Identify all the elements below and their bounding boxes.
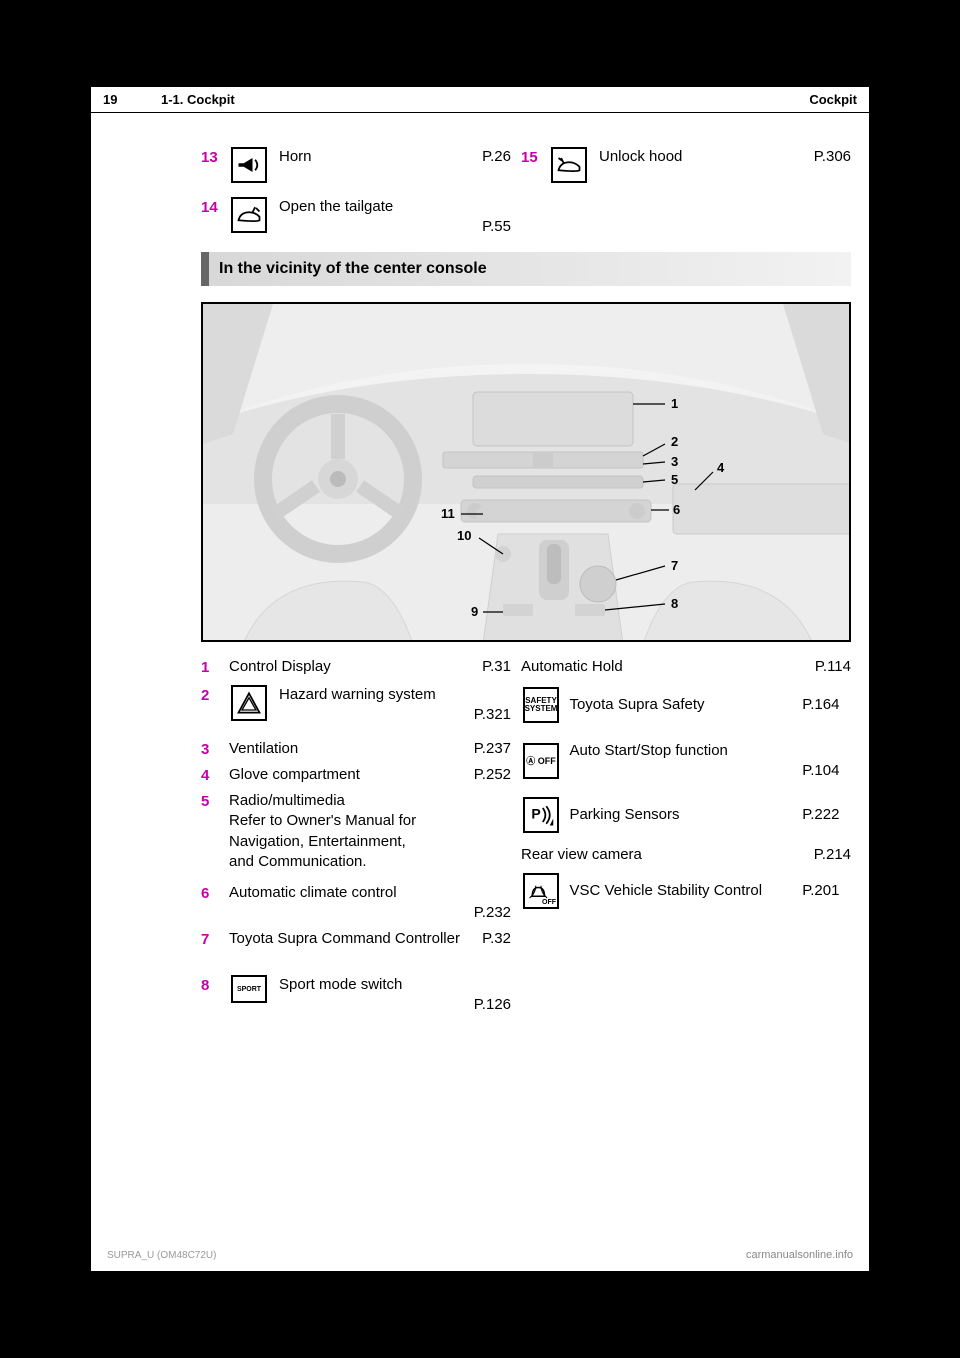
- item-number: 13: [201, 147, 223, 166]
- callout-5: 5: [671, 472, 678, 487]
- item-text: Control Display P.31: [229, 657, 511, 677]
- hood-icon: [551, 147, 587, 183]
- item-number: 15: [521, 147, 543, 166]
- page-ref: P.126: [279, 995, 511, 1015]
- page-number: 19: [103, 92, 117, 107]
- list-item-8: 8 SPORT Sport mode switch P.126: [201, 975, 511, 1016]
- safety-system-icon: SAFETY SYSTEM: [523, 687, 559, 723]
- callout-7: 7: [671, 558, 678, 573]
- sport-mode-icon: SPORT: [231, 975, 267, 1003]
- center-console-figure: 1 2 3 4 5 6 7 8 9 10 11: [201, 302, 851, 642]
- item-text: Radio/multimedia Refer to Owner's Manual…: [229, 791, 511, 872]
- page-title: Cockpit: [809, 92, 857, 107]
- page-ref: P.237: [474, 739, 511, 759]
- list-item-1: 1 Control Display P.31: [201, 657, 511, 677]
- callout-11: 11: [441, 506, 455, 521]
- item-15: 15 Unlock hood P.306: [521, 147, 851, 183]
- callout-4: 4: [717, 460, 725, 475]
- list-item-5: 5 Radio/multimedia Refer to Owner's Manu…: [201, 791, 511, 872]
- figure-svg: 1 2 3 4 5 6 7 8 9 10 11: [203, 304, 851, 642]
- horn-svg: [235, 151, 263, 179]
- item-text: Horn P.26: [279, 147, 511, 167]
- page: 19 1-1. Cockpit Cockpit 13 Horn P.26 14: [91, 87, 869, 1271]
- cont-item-safety: SAFETY SYSTEM Toyota Supra Safety P.164: [521, 687, 851, 723]
- page-ref: P.55: [279, 217, 511, 237]
- cont-item-parking: P Parking Sensors P.222: [521, 797, 851, 833]
- item-number: 14: [201, 197, 223, 216]
- item-14: 14 Open the tailgate P.55: [201, 197, 511, 238]
- page-ref: P.214: [814, 845, 851, 865]
- tailgate-icon: [231, 197, 267, 233]
- cont-item-vsc: OFF VSC Vehicle Stability Control P.201: [521, 873, 851, 909]
- page-ref: P.104: [569, 761, 839, 781]
- list-item-7: 7 Toyota Supra Command Controller P.32: [201, 929, 511, 949]
- page-ref: P.306: [814, 147, 851, 167]
- list-item-6: 6 Automatic climate control P.232: [201, 883, 511, 924]
- callout-9: 9: [471, 604, 478, 619]
- cont-item-rear-camera: Rear view camera P.214: [521, 845, 851, 865]
- page-ref: P.222: [802, 805, 839, 825]
- callout-10: 10: [457, 528, 471, 543]
- svg-text:P: P: [531, 806, 540, 822]
- page-ref: P.31: [482, 657, 511, 677]
- hood-svg: [555, 151, 583, 179]
- section-heading: In the vicinity of the center console: [201, 252, 851, 286]
- list-item-4: 4 Glove compartment P.252: [201, 765, 511, 785]
- page-ref: P.232: [229, 903, 511, 923]
- cont-item-auto-hold: Automatic Hold P.114: [521, 657, 851, 677]
- page-ref: P.252: [474, 765, 511, 785]
- item-13: 13 Horn P.26: [201, 147, 511, 183]
- item-text: Unlock hood P.306: [599, 147, 851, 167]
- header-rule: [91, 112, 869, 113]
- callout-1: 1: [671, 396, 678, 411]
- hazard-icon: [231, 685, 267, 721]
- auto-startstop-icon: Ⓐ OFF: [523, 743, 559, 779]
- parking-sensors-icon: P: [523, 797, 559, 833]
- cont-item-auto-startstop: Ⓐ OFF Auto Start/Stop function P.104: [521, 741, 851, 782]
- list-item-3: 3 Ventilation P.237: [201, 739, 511, 759]
- page-ref: P.114: [815, 657, 851, 677]
- page-ref: P.164: [802, 695, 839, 715]
- horn-icon: [231, 147, 267, 183]
- callout-8: 8: [671, 596, 678, 611]
- callout-6: 6: [673, 502, 680, 517]
- item-text: Open the tailgate P.55: [279, 197, 511, 238]
- footer-url: carmanualsonline.info: [746, 1249, 853, 1261]
- breadcrumb: 1-1. Cockpit: [161, 92, 235, 107]
- callout-2: 2: [671, 434, 678, 449]
- tailgate-svg: [235, 201, 263, 229]
- item-text: Hazard warning system P.321: [279, 685, 511, 726]
- page-ref: P.201: [802, 881, 839, 901]
- list-item-2: 2 Hazard warning system P.321: [201, 685, 511, 726]
- vsc-off-icon: OFF: [523, 873, 559, 909]
- page-ref: P.26: [482, 147, 511, 167]
- page-ref: P.321: [279, 705, 511, 725]
- footer-code: SUPRA_U (OM48C72U): [107, 1250, 216, 1261]
- callout-3: 3: [671, 454, 678, 469]
- page-ref: P.32: [482, 929, 511, 949]
